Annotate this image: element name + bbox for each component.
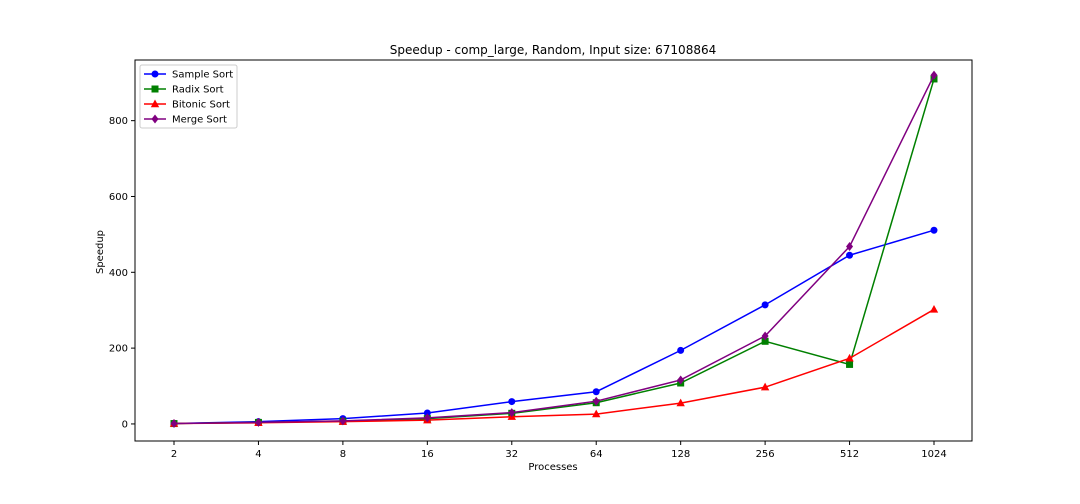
x-tick-label: 2 [171,449,177,460]
sample-sort-point [592,388,600,396]
x-tick-label: 8 [340,449,346,460]
merge-sort-point [423,413,431,423]
merge-sort-point [339,416,347,426]
x-tick-label: 4 [255,449,261,460]
y-axis: 0 200 400 600 800 [109,116,135,430]
legend-label: Radix Sort [172,85,224,96]
sample-sort-point [423,409,431,417]
series-sample-sort [170,226,938,428]
merge-sort-point [170,419,178,429]
merge-sort-line [173,74,935,425]
series-layer [169,70,939,429]
merge-sort-point [592,396,600,406]
x-tick-label: 16 [421,449,434,460]
x-tick-label: 256 [756,449,775,460]
legend-label: Bitonic Sort [172,100,230,111]
legend-swatch-marker [151,70,159,78]
merge-sort-point [677,375,685,385]
bitonic-sort-point [929,304,939,313]
bitonic-sort-point [760,382,770,391]
x-axis: 2 4 8 16 32 64 128 256 512 1024 [171,441,947,460]
series-merge-sort [170,70,938,429]
y-tick-label: 200 [109,344,128,355]
legend-item-bitonic-sort: Bitonic Sort [144,99,230,111]
legend-item-radix-sort: Radix Sort [144,85,224,96]
plot-frame [134,59,973,442]
sample-sort-point [677,346,685,354]
legend-swatch-marker [150,99,160,108]
plot-area [134,59,973,442]
y-tick-label: 400 [109,268,128,279]
y-axis-title: Speedup [95,230,106,274]
radix-sort-line [173,78,935,425]
legend-swatch-marker [151,85,159,93]
merge-sort-point [846,242,854,252]
bitonic-sort-point [845,353,854,362]
merge-sort-point [508,408,516,418]
sample-sort-point [508,398,516,406]
sample-sort-point [930,226,938,234]
chart-title: Speedup - comp_large, Random, Input size… [390,43,716,57]
merge-sort-point [761,331,769,341]
legend-label: Sample Sort [172,70,233,81]
radix-sort-point [761,337,769,345]
x-axis-title: Processes [528,462,577,473]
x-tick-label: 512 [840,449,859,460]
legend-swatch-marker [151,114,159,124]
merge-sort-point [254,417,262,427]
y-tick-label: 0 [122,419,128,430]
bitonic-sort-point [676,398,685,407]
legend-item-merge-sort: Merge Sort [144,114,227,126]
radix-sort-point [846,360,854,368]
legend-label: Merge Sort [172,115,227,126]
sample-sort-point [846,251,854,259]
sample-sort-line [173,229,935,425]
x-tick-label: 1024 [921,449,946,460]
x-tick-label: 64 [590,449,603,460]
legend-box [139,64,238,129]
series-radix-sort [170,75,938,428]
bitonic-sort-point [592,409,601,418]
x-tick-label: 32 [505,449,518,460]
legend-item-sample-sort: Sample Sort [144,70,233,81]
legend: Sample Sort Radix Sort Bitonic Sort Merge S… [139,64,238,129]
sample-sort-point [761,301,769,309]
merge-sort-point [930,70,938,80]
y-tick-label: 800 [109,116,128,127]
x-tick-label: 128 [671,449,690,460]
y-tick-label: 600 [109,192,128,203]
